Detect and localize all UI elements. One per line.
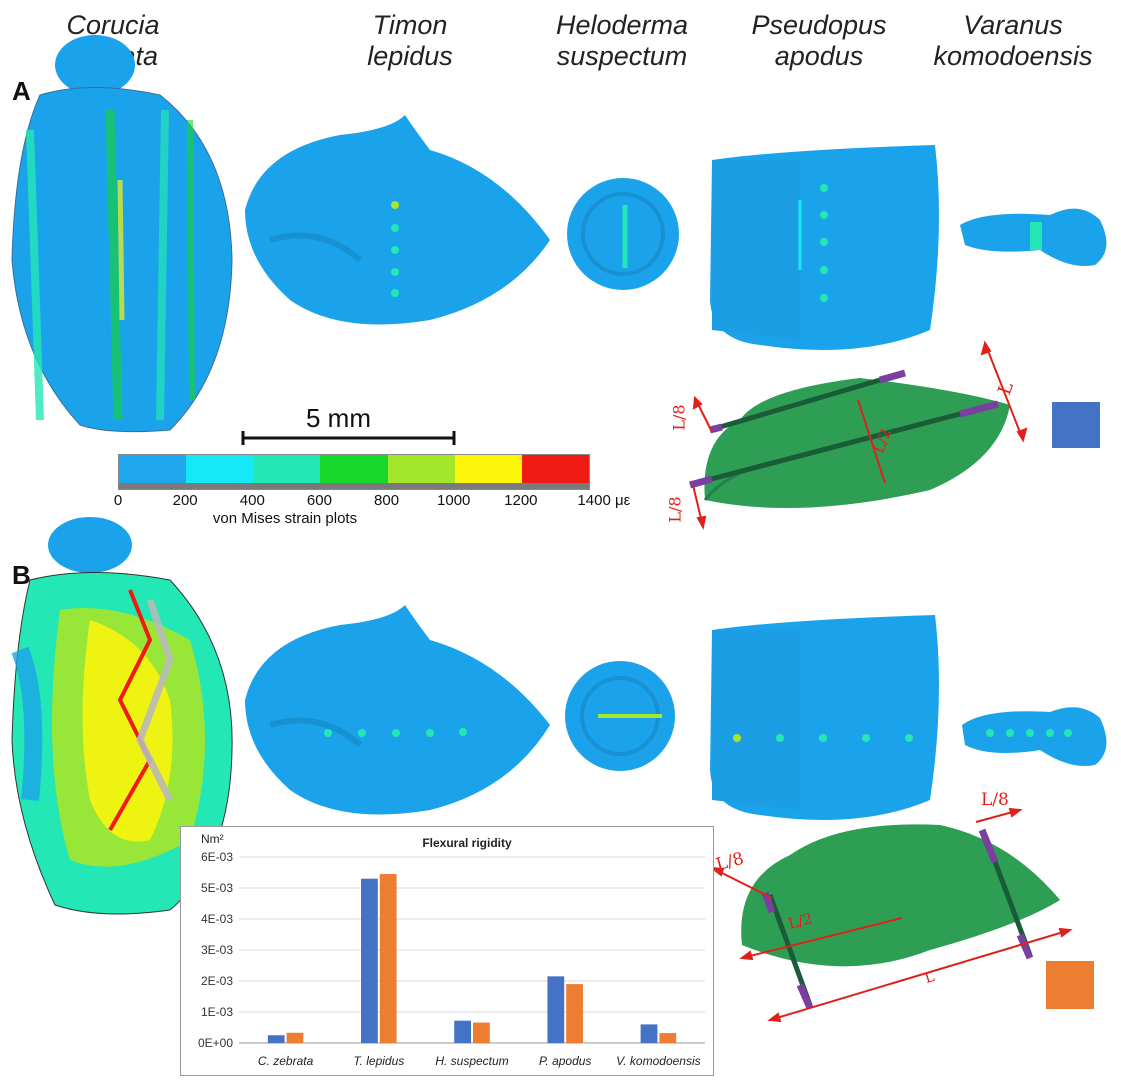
bar: [267, 1035, 285, 1043]
beam-label-l8-a-top: L/8: [669, 404, 689, 431]
y-tick-label: 5E-03: [201, 881, 233, 895]
colorbar-segment: [253, 455, 321, 489]
x-tick-label: H. suspectum: [435, 1054, 508, 1068]
y-axis-unit: Nm²: [201, 832, 224, 846]
species-epithet: lepidus: [367, 41, 453, 71]
bar: [454, 1020, 471, 1043]
x-tick-label: V. komodoensis: [616, 1054, 701, 1068]
species-label-varanus: Varanus komodoensis: [913, 10, 1113, 72]
species-epithet: komodoensis: [933, 41, 1093, 71]
varanus-strain-model-a: [960, 208, 1107, 266]
bar: [361, 878, 378, 1043]
bar: [473, 1022, 490, 1043]
legend-square-blue: [1052, 402, 1100, 448]
species-genus: Corucia: [66, 10, 160, 40]
y-tick-label: 3E-03: [201, 943, 233, 957]
colorbar-tick-label: 400: [239, 492, 265, 509]
colorbar-tick-label: 200: [172, 492, 198, 509]
scale-bar: [241, 431, 456, 445]
species-epithet: suspectum: [556, 41, 688, 71]
flexural-rigidity-chart: Flexural rigidity Nm² 0E+00 1E-03 2E-03 3E-03…: [180, 826, 714, 1076]
bar-chart-svg: Flexural rigidity Nm² 0E+00 1E-03 2E-03 3E-03…: [198, 832, 705, 1068]
bar: [640, 1024, 658, 1043]
colorbar-segment: [454, 455, 522, 489]
pseudopus-strain-model-a: [710, 145, 939, 350]
beam-label-l8-b-right: L/8: [981, 790, 1009, 810]
colorbar-title: von Mises strain plots: [212, 510, 358, 527]
species-genus: Varanus: [963, 10, 1063, 40]
varanus-strain-model-b: [962, 707, 1107, 766]
species-label-timon: Timon lepidus: [310, 10, 510, 72]
colorbar-tick-label: 1000: [437, 492, 471, 509]
bar: [379, 874, 397, 1043]
colorbar-segment: [387, 455, 455, 489]
bar: [659, 1033, 677, 1043]
colorbar-tick-label: 1200: [504, 492, 538, 509]
species-label-heloderma: Heloderma suspectum: [522, 10, 722, 72]
species-epithet: apodus: [774, 41, 864, 71]
corucia-strain-model-b: [11, 517, 233, 915]
colorbar-tick-label: 0: [113, 492, 123, 509]
colorbar-segment: [119, 455, 187, 489]
timon-strain-model-b: [245, 605, 550, 815]
species-genus: Timon: [372, 10, 448, 40]
species-genus: Pseudopus: [751, 10, 887, 40]
timon-strain-model-a: [245, 115, 550, 325]
bar: [286, 1032, 304, 1043]
colorbar-tick-label: 600: [306, 492, 332, 509]
x-tick-label: C. zebrata: [258, 1054, 314, 1068]
pseudopus-strain-model-b: [710, 615, 939, 820]
y-tick-label: 1E-03: [201, 1005, 233, 1019]
colorbar-segment: [521, 455, 589, 489]
y-tick-label: 6E-03: [201, 850, 233, 864]
x-tick-label: T. lepidus: [353, 1054, 404, 1068]
beam-bending-model-b: [741, 824, 1060, 1010]
colorbar-segment: [320, 455, 388, 489]
colorbar-tick-label: 800: [374, 492, 400, 509]
scale-bar-label: 5 mm: [306, 403, 371, 433]
heloderma-strain-model-b: [565, 661, 675, 771]
species-genus: Heloderma: [555, 10, 689, 40]
chart-title: Flexural rigidity: [422, 836, 512, 850]
species-label-pseudopus: Pseudopus apodus: [719, 10, 919, 72]
beam-bending-model-a: [689, 369, 1010, 508]
panel-label-a: A: [12, 76, 31, 106]
colorbar-segment: [186, 455, 254, 489]
bar: [566, 984, 583, 1043]
legend-square-orange: [1046, 961, 1094, 1009]
x-tick-label: P. apodus: [539, 1054, 592, 1068]
colorbar-tick-label: 1400 με: [577, 492, 631, 509]
length-arrows-b: [708, 807, 1073, 1023]
y-tick-label: 4E-03: [201, 912, 233, 926]
bar: [547, 976, 565, 1043]
strain-colorbar: [118, 454, 590, 490]
heloderma-strain-model-a: [567, 178, 679, 290]
y-tick-label: 0E+00: [198, 1036, 233, 1050]
beam-label-l8-a-bottom: L/8: [665, 496, 685, 523]
corucia-strain-model-a: [11, 35, 233, 433]
y-tick-label: 2E-03: [201, 974, 233, 988]
length-arrows-a: [692, 340, 1028, 530]
panel-label-b: B: [12, 560, 31, 590]
